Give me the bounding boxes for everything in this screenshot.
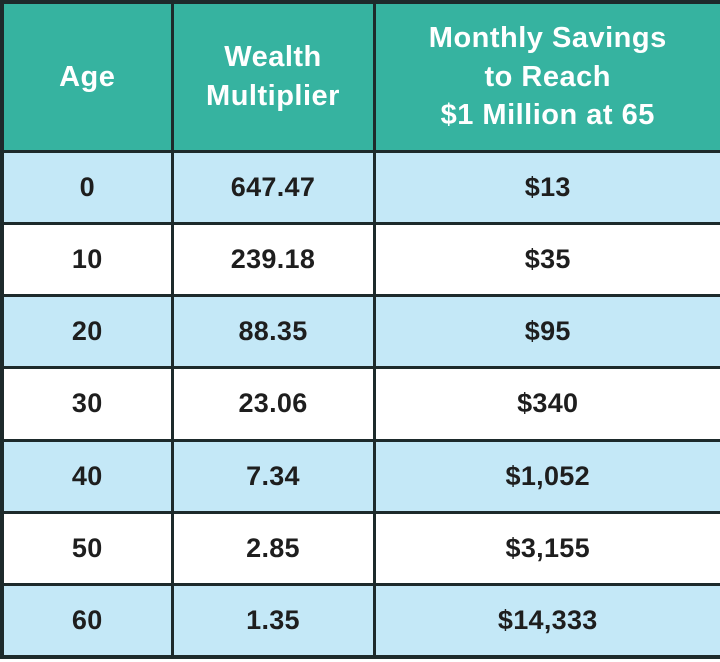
cell-monthly-savings: $14,333	[372, 583, 720, 659]
cell-monthly-savings: $95	[372, 294, 720, 370]
cell-wealth-multiplier: 647.47	[170, 149, 376, 225]
table-row: 0 647.47 $13	[0, 149, 720, 225]
cell-age: 20	[0, 294, 174, 370]
table-row: 10 239.18 $35	[0, 221, 720, 298]
cell-age: 50	[0, 510, 174, 587]
table-row: 30 23.06 $340	[0, 366, 720, 442]
column-header-age: Age	[0, 0, 174, 153]
cell-wealth-multiplier: 7.34	[170, 438, 376, 514]
cell-wealth-multiplier: 239.18	[170, 221, 376, 298]
cell-wealth-multiplier: 1.35	[170, 583, 376, 659]
cell-age: 10	[0, 221, 174, 298]
cell-age: 0	[0, 149, 174, 225]
cell-age: 60	[0, 583, 174, 659]
table-row: 50 2.85 $3,155	[0, 510, 720, 587]
cell-monthly-savings: $3,155	[372, 510, 720, 587]
cell-age: 40	[0, 438, 174, 514]
column-header-monthly-savings: Monthly Savings to Reach $1 Million at 6…	[372, 0, 720, 153]
table-row: 40 7.34 $1,052	[0, 438, 720, 514]
cell-age: 30	[0, 366, 174, 442]
cell-monthly-savings: $13	[372, 149, 720, 225]
header-row: Age Wealth Multiplier Monthly Savings to…	[0, 0, 720, 153]
table-row: 20 88.35 $95	[0, 294, 720, 370]
table-row: 60 1.35 $14,333	[0, 583, 720, 659]
column-header-wealth-multiplier: Wealth Multiplier	[170, 0, 376, 153]
cell-wealth-multiplier: 88.35	[170, 294, 376, 370]
cell-wealth-multiplier: 23.06	[170, 366, 376, 442]
cell-wealth-multiplier: 2.85	[170, 510, 376, 587]
cell-monthly-savings: $340	[372, 366, 720, 442]
cell-monthly-savings: $35	[372, 221, 720, 298]
cell-monthly-savings: $1,052	[372, 438, 720, 514]
